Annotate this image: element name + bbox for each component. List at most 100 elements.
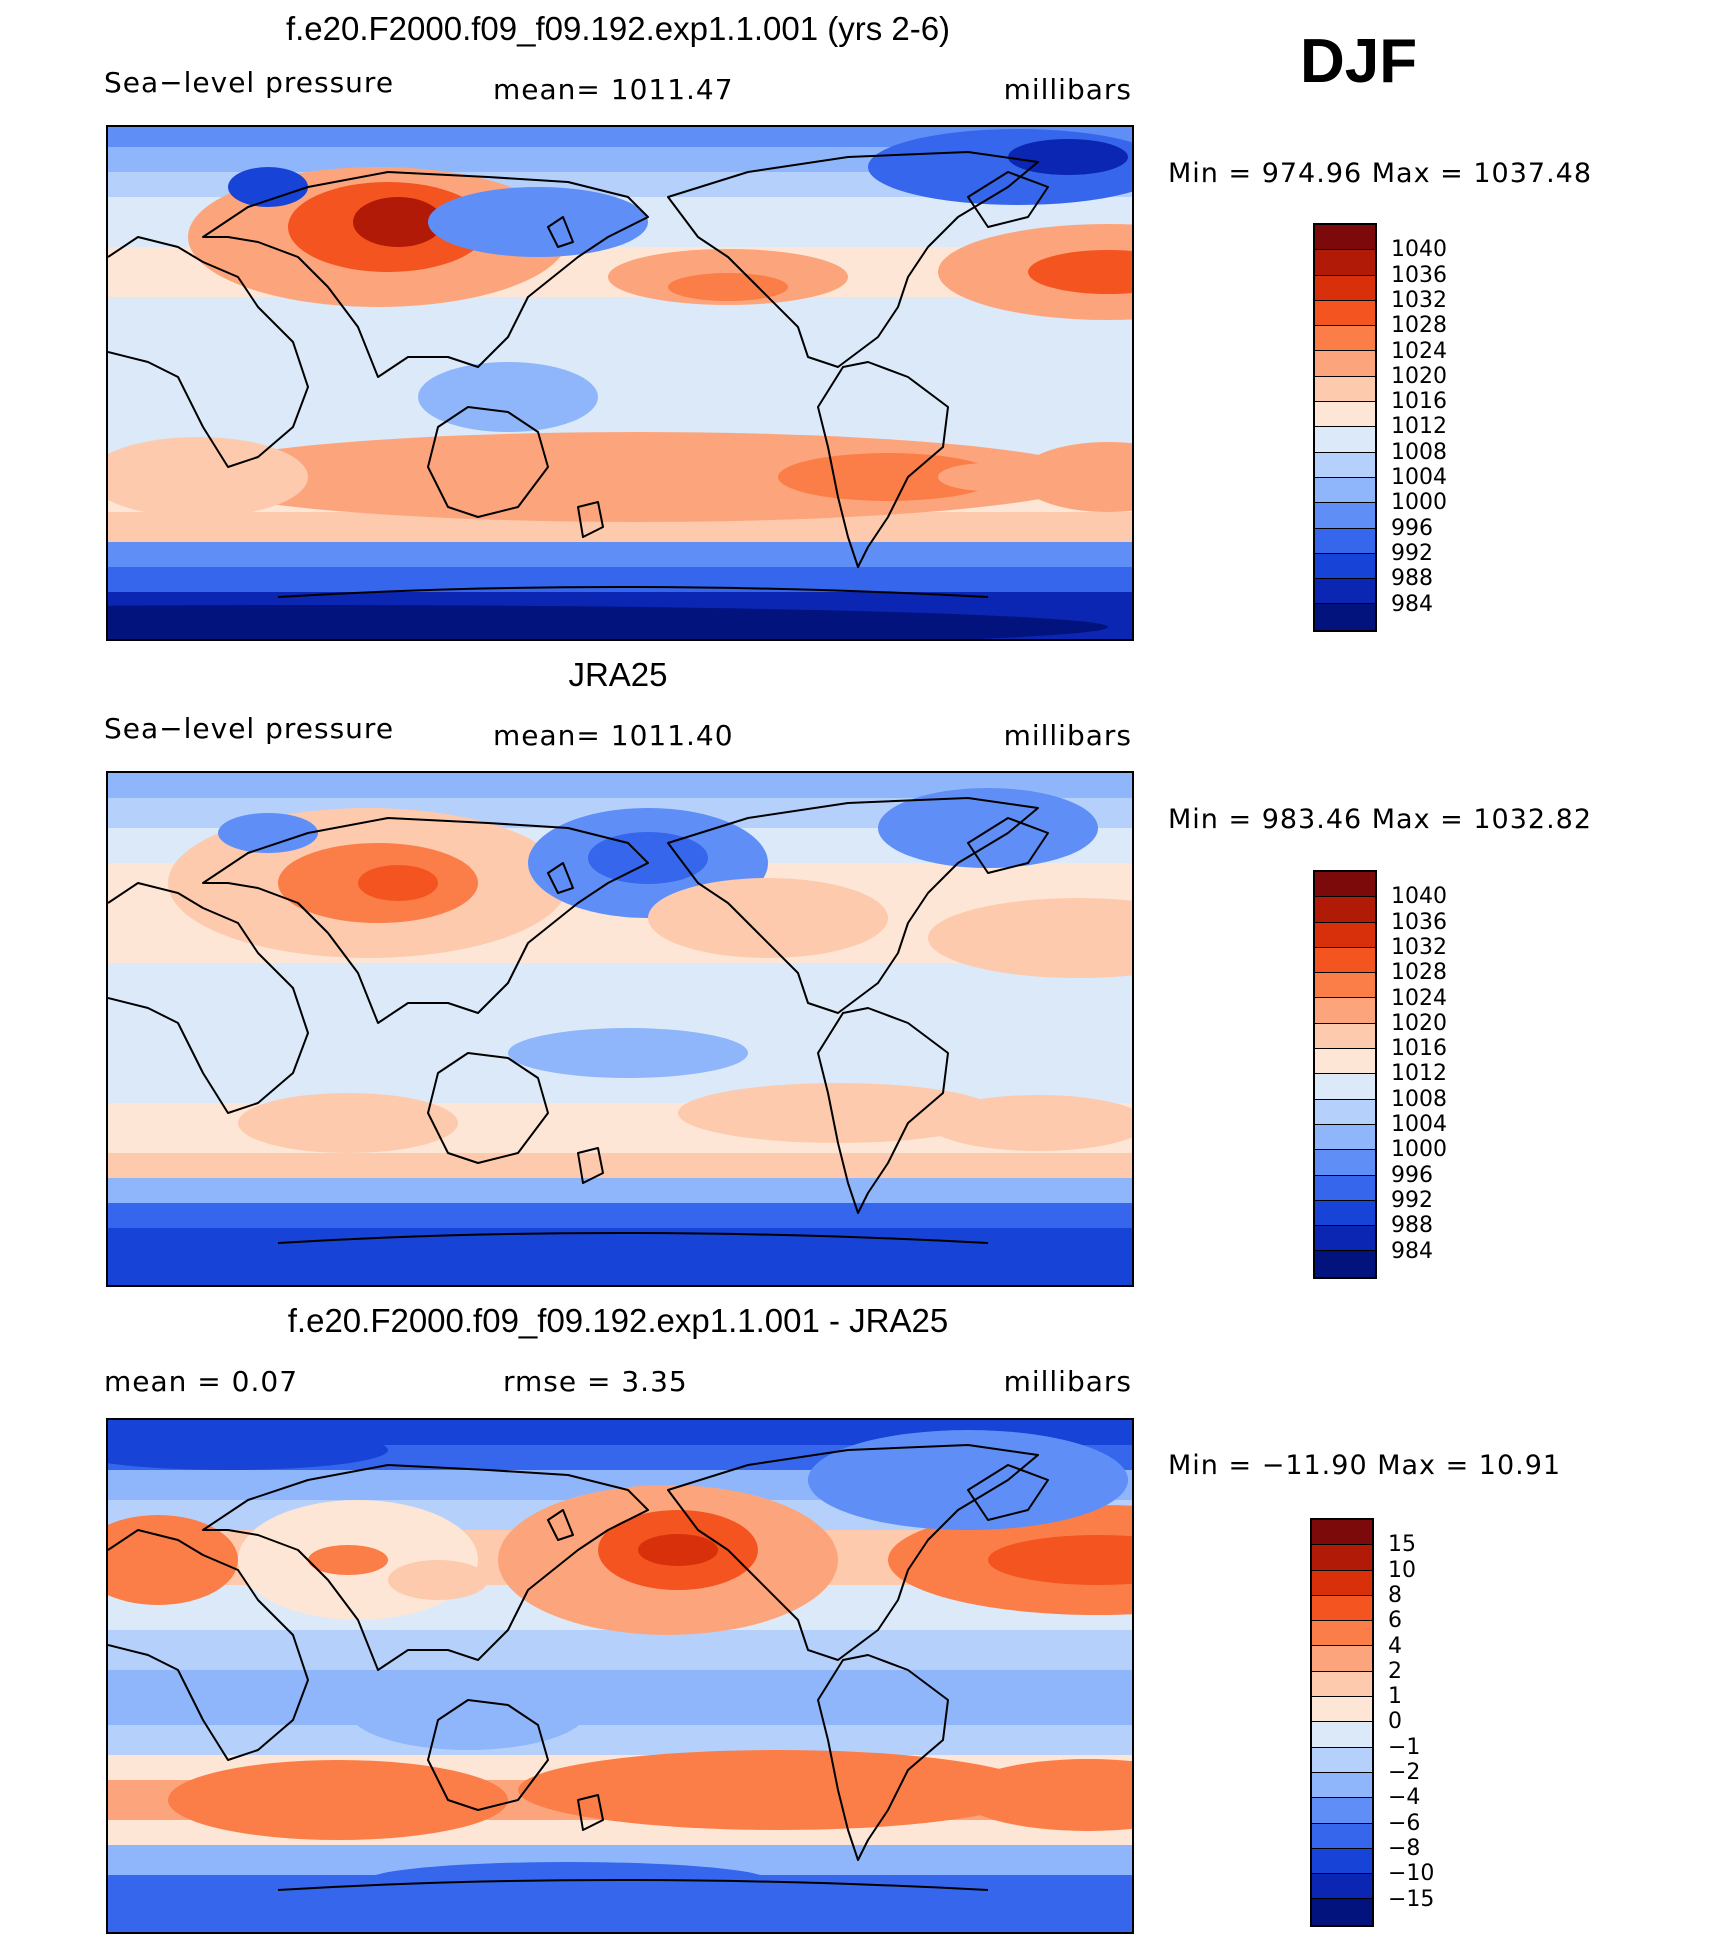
colorbar-swatch [1315,300,1375,327]
colorbar-swatch [1315,1200,1375,1227]
panel3-map [106,1418,1134,1934]
colorbar-swatch [1315,922,1375,948]
colorbar-swatch [1315,1226,1375,1252]
colorbar-label: 1012 [1391,414,1447,440]
colorbar-swatch [1315,579,1375,605]
colorbar-swatch [1312,1747,1372,1773]
colorbar-swatch [1312,1848,1372,1875]
colorbar-label: 10 [1388,1557,1416,1583]
panel2-minmax: Min = 983.46 Max = 1032.82 [1168,804,1593,835]
colorbar-swatch [1312,1621,1372,1647]
colorbar-label: −15 [1388,1886,1435,1912]
colorbar-swatch [1315,1251,1375,1277]
colorbar-label: 1016 [1391,1036,1447,1062]
colorbar-swatch [1312,1520,1372,1546]
colorbar-swatch [1315,351,1375,377]
colorbar-swatches [1313,870,1377,1279]
colorbar-swatch [1312,1722,1372,1748]
colorbar-label: 6 [1388,1608,1402,1634]
colorbar-swatch [1315,947,1375,974]
colorbar-swatch [1315,604,1375,630]
colorbar-swatch [1315,1049,1375,1075]
colorbar-swatch [1312,1798,1372,1824]
colorbar-swatch [1312,1545,1372,1571]
colorbar-label: 984 [1391,1238,1433,1264]
colorbar-swatch [1312,1671,1372,1698]
colorbar-swatch [1312,1595,1372,1622]
colorbar-label: 1012 [1391,1061,1447,1087]
colorbar-label: 1008 [1391,439,1447,465]
colorbar-label: 992 [1391,540,1433,566]
colorbar-label: 1024 [1391,338,1447,364]
colorbar-label: −4 [1388,1785,1421,1811]
colorbar-swatch [1312,1772,1372,1799]
panel1-map-svg [108,127,1132,639]
panel1-mean-label: mean= 1011.47 [493,73,734,106]
colorbar-label: 1028 [1391,313,1447,339]
colorbar-label: 1028 [1391,960,1447,986]
colorbar-swatch [1315,275,1375,301]
colorbar-label: 0 [1388,1709,1402,1735]
colorbar-label: 15 [1388,1532,1416,1558]
colorbar-label: 1008 [1391,1086,1447,1112]
colorbar-label: −1 [1388,1734,1421,1760]
colorbar-swatch [1315,1175,1375,1201]
panel2-title: JRA25 [568,656,668,693]
colorbar-swatch [1315,225,1375,251]
panel3-title: f.e20.F2000.f09_f09.192.exp1.1.001 - JRA… [287,1302,949,1339]
colorbar-label: 1 [1388,1684,1402,1710]
panel1-title: f.e20.F2000.f09_f09.192.exp1.1.001 (yrs … [285,10,951,47]
panel2-mean-label: mean= 1011.40 [493,719,734,752]
panel2-map-svg [108,773,1132,1285]
colorbar-label: 1004 [1391,465,1447,490]
colorbar-swatch [1315,998,1375,1024]
colorbar-swatch [1312,1646,1372,1672]
colorbar-swatch [1312,1823,1372,1849]
colorbar-label: −10 [1388,1861,1435,1887]
colorbar-swatch [1315,1124,1375,1151]
panel1-minmax: Min = 974.96 Max = 1037.48 [1168,158,1593,189]
colorbar-label: 988 [1391,1213,1433,1239]
colorbar-label: 1032 [1391,934,1447,960]
colorbar-label: 1020 [1391,1010,1447,1036]
colorbar-label: 1036 [1391,909,1447,935]
colorbar-label: 988 [1391,566,1433,592]
panel1-variable-label: Sea−level pressure [104,66,395,99]
colorbar-label: 8 [1388,1582,1402,1608]
panel3-rmse-label: rmse = 3.35 [503,1365,688,1398]
panel3-minmax: Min = −11.90 Max = 10.91 [1168,1450,1562,1481]
season-label: DJF [1300,27,1418,96]
colorbar-swatch [1315,402,1375,428]
colorbar-label: 1000 [1391,490,1447,516]
colorbar-label: 1016 [1391,389,1447,415]
panel2-units-label: millibars [1003,719,1132,752]
colorbar-label: −2 [1388,1760,1421,1785]
colorbar-label: 1000 [1391,1137,1447,1163]
colorbar-swatch [1315,326,1375,352]
colorbar-swatch [1315,250,1375,276]
colorbar-label: 984 [1391,591,1433,617]
colorbar-label: 2 [1388,1658,1402,1684]
colorbar-swatch [1312,1899,1372,1925]
colorbar-swatch [1315,1023,1375,1050]
colorbar-label: 996 [1391,515,1433,541]
colorbar-swatch [1315,376,1375,403]
colorbar-swatch [1315,1099,1375,1125]
panel3-units-label: millibars [1003,1365,1132,1398]
colorbar-swatch [1315,973,1375,999]
panel3-map-svg [108,1420,1132,1932]
colorbar-swatch [1315,897,1375,923]
colorbar-swatch [1312,1697,1372,1723]
colorbar-swatch [1312,1570,1372,1596]
colorbar-swatch [1315,872,1375,898]
colorbar-swatches [1310,1518,1374,1927]
colorbar-label: 996 [1391,1162,1433,1188]
colorbar-swatch [1315,1150,1375,1176]
colorbar-label: −6 [1388,1810,1421,1836]
colorbar-swatch [1315,427,1375,453]
colorbar-swatch [1315,553,1375,580]
colorbar-label: 1040 [1391,237,1447,263]
colorbar-label: 1032 [1391,287,1447,313]
colorbar-swatch [1315,528,1375,554]
colorbar-label: 992 [1391,1187,1433,1213]
